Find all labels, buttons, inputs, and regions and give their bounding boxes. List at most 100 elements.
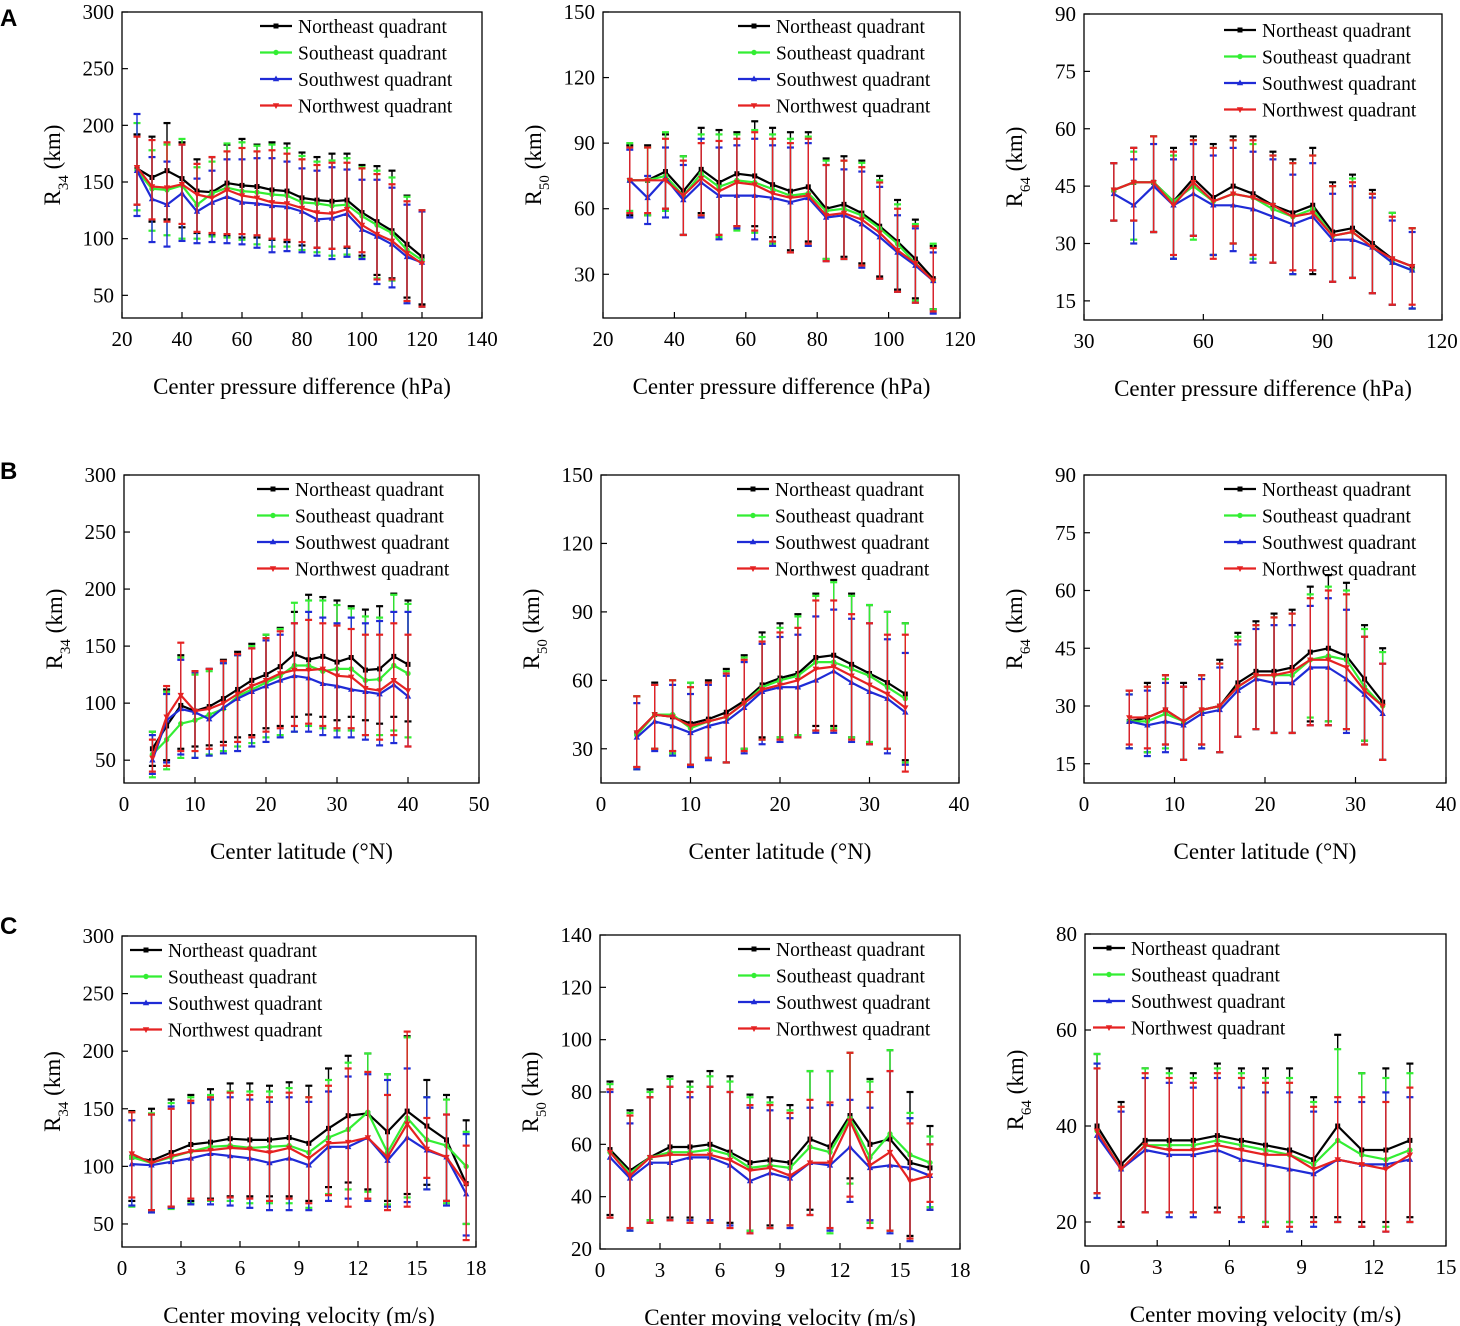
series-nw (606, 1051, 934, 1240)
y-tick-label: 120 (564, 66, 596, 90)
data-point (1379, 703, 1386, 710)
y-axis-title-unit: (km) (519, 589, 544, 639)
plot-area (1110, 135, 1416, 310)
data-point (1289, 214, 1297, 221)
data-point (866, 682, 873, 689)
x-tick-label: 6 (235, 1256, 246, 1280)
data-point (344, 1139, 352, 1146)
data-point (866, 1162, 874, 1169)
y-tick-label: 100 (83, 227, 115, 251)
x-tick-label: 120 (406, 327, 438, 351)
x-axis-title: Center latitude (°N) (689, 839, 872, 864)
legend-label-se: Southeast quadrant (1131, 966, 1281, 987)
series-sw (1110, 142, 1416, 310)
data-point (926, 1173, 934, 1180)
data-point (1180, 719, 1187, 725)
legend-label-nw: Northwest quadrant (168, 1021, 323, 1042)
series-ne (1110, 135, 1416, 310)
data-point (751, 182, 758, 189)
data-point (686, 1152, 694, 1159)
data-point (246, 1146, 254, 1153)
x-tick-label: 40 (664, 327, 685, 351)
series-sw (633, 608, 909, 771)
x-tick-label: 20 (593, 327, 614, 351)
x-tick-label: 9 (775, 1258, 786, 1282)
data-point (163, 714, 170, 721)
series-line (1096, 1124, 1411, 1166)
legend-label-sw: Southwest quadrant (168, 994, 323, 1015)
y-tick-label: 30 (572, 737, 593, 761)
x-axis-title: Center latitude (°N) (210, 839, 393, 864)
series-line (636, 654, 906, 734)
x-tick-label: 120 (1426, 329, 1458, 353)
data-point (912, 261, 919, 267)
data-point (705, 719, 712, 725)
data-point (376, 688, 383, 695)
data-point (846, 1118, 854, 1125)
legend-swatch-marker (1236, 107, 1244, 113)
legend-label-ne: Northeast quadrant (1131, 939, 1280, 960)
y-axis-title-symbol: R (1002, 191, 1027, 207)
y-axis-title-symbol: R (518, 1116, 543, 1132)
y-tick-label: 200 (83, 113, 115, 137)
y-tick-label: 120 (562, 531, 594, 555)
series-line (136, 166, 423, 265)
legend: Northeast quadrant Southeast quadrant Sout… (1224, 480, 1417, 581)
legend-label-sw: Southwest quadrant (775, 533, 930, 554)
legend-label-ne: Northeast quadrant (298, 17, 447, 38)
plot-area (133, 112, 426, 308)
y-tick-label: 60 (1056, 1018, 1077, 1042)
y-tick-label: 20 (571, 1237, 592, 1261)
data-point (177, 692, 184, 699)
legend-swatch-marker (751, 946, 757, 952)
data-point (723, 714, 730, 721)
legend: Northeast quadrant Southeast quadrant Sout… (1224, 21, 1417, 122)
data-point (238, 193, 246, 200)
x-axis-title: Center moving velocity (m/s) (644, 1305, 915, 1326)
y-axis-title-unit: (km) (521, 125, 546, 175)
data-point (163, 185, 171, 192)
series-line (635, 660, 906, 736)
series-line (136, 169, 423, 262)
y-axis-title-unit: (km) (1003, 1050, 1028, 1100)
series-ne (133, 121, 426, 306)
y-axis-title: R50 (km) (519, 589, 551, 670)
y-tick-label: 150 (85, 634, 117, 658)
panel-label-a: A (0, 5, 17, 32)
data-point (358, 222, 366, 229)
data-point (348, 674, 355, 681)
x-tick-label: 100 (873, 327, 905, 351)
y-tick-label: 100 (83, 1154, 115, 1178)
x-tick-label: 15 (1436, 1255, 1457, 1279)
series-line (1113, 181, 1413, 268)
y-axis-title-symbol: R (42, 653, 67, 669)
y-tick-label: 50 (95, 748, 116, 772)
y-axis-title-subscript: 64 (1019, 1100, 1035, 1116)
x-axis-title: Center moving velocity (m/s) (163, 1303, 434, 1326)
legend-label-sw: Southwest quadrant (1131, 992, 1286, 1013)
data-point (364, 1135, 372, 1142)
data-point (1141, 1142, 1149, 1149)
x-tick-label: 12 (830, 1258, 851, 1282)
data-point (776, 682, 784, 689)
data-point (128, 1151, 136, 1158)
legend-swatch-marker (1237, 53, 1243, 60)
data-point (1286, 1152, 1293, 1159)
data-point (1234, 684, 1242, 691)
y-axis-title: R64 (km) (1002, 127, 1034, 208)
legend-swatch-marker (142, 999, 150, 1006)
data-point (1162, 707, 1169, 714)
chart-b2: 0 10 20 30 40 30 60 90 120 150 Center latitude (°N… (519, 463, 970, 864)
data-point (187, 1149, 195, 1155)
data-point (1170, 202, 1177, 209)
legend-swatch-marker (142, 1027, 150, 1033)
x-tick-label: 40 (398, 792, 419, 816)
data-point (669, 714, 676, 721)
x-tick-label: 6 (1224, 1255, 1235, 1279)
x-tick-label: 30 (327, 792, 348, 816)
y-tick-label: 90 (572, 600, 593, 624)
legend-swatch-marker (751, 23, 757, 29)
data-point (1190, 180, 1197, 186)
x-tick-label: 20 (770, 792, 791, 816)
data-point (403, 1121, 411, 1128)
